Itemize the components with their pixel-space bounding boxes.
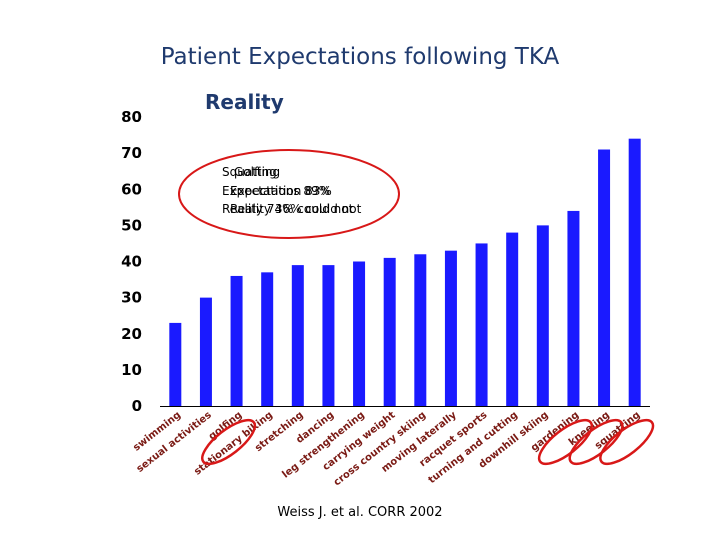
y-tick-label: 80: [121, 108, 142, 126]
bar: [536, 225, 549, 406]
y-tick-label: 30: [121, 289, 142, 307]
y-tick-label: 10: [121, 361, 142, 379]
bar: [291, 265, 304, 406]
highlight-circles: [201, 418, 655, 466]
bar: [567, 210, 580, 406]
bar: [444, 250, 457, 406]
citation: Weiss J. et al. CORR 2002: [277, 505, 443, 520]
bar: [628, 138, 641, 407]
chart-subtitle: Reality: [205, 90, 284, 114]
bar: [598, 149, 611, 406]
bar: [353, 261, 366, 406]
bar: [383, 257, 396, 406]
bar: [261, 272, 274, 406]
y-tick-label: 0: [132, 397, 142, 415]
bar: [475, 243, 488, 406]
annotation-text: Expectation 83%: [230, 184, 332, 198]
bar: [199, 297, 212, 406]
y-tick-label: 50: [121, 216, 142, 234]
highlight-circle: [201, 418, 257, 466]
slide-title: Patient Expectations following TKA: [160, 44, 560, 70]
y-axis: 0 10 20 30 40 50 60 70 80: [121, 108, 650, 415]
y-tick-label: 40: [121, 253, 142, 271]
bar: [230, 275, 243, 406]
bar-series: [169, 138, 641, 407]
highlight-circle: [599, 418, 655, 466]
annotation-text: Golfing: [234, 165, 277, 179]
y-tick-label: 20: [121, 325, 142, 343]
bar: [169, 322, 182, 406]
annotation-text: Reality 74% could not: [222, 202, 354, 216]
bar: [322, 265, 335, 406]
annotation-ellipse: [178, 149, 400, 239]
bar: [506, 232, 519, 406]
annotation-text: Reality 36% could not: [230, 202, 362, 216]
annotation-text: Expectations 89%: [222, 184, 330, 198]
y-tick-label: 70: [121, 144, 142, 162]
y-tick-label: 60: [121, 180, 142, 198]
bar: [414, 254, 427, 406]
annotation-text: Squatting: [222, 165, 280, 179]
